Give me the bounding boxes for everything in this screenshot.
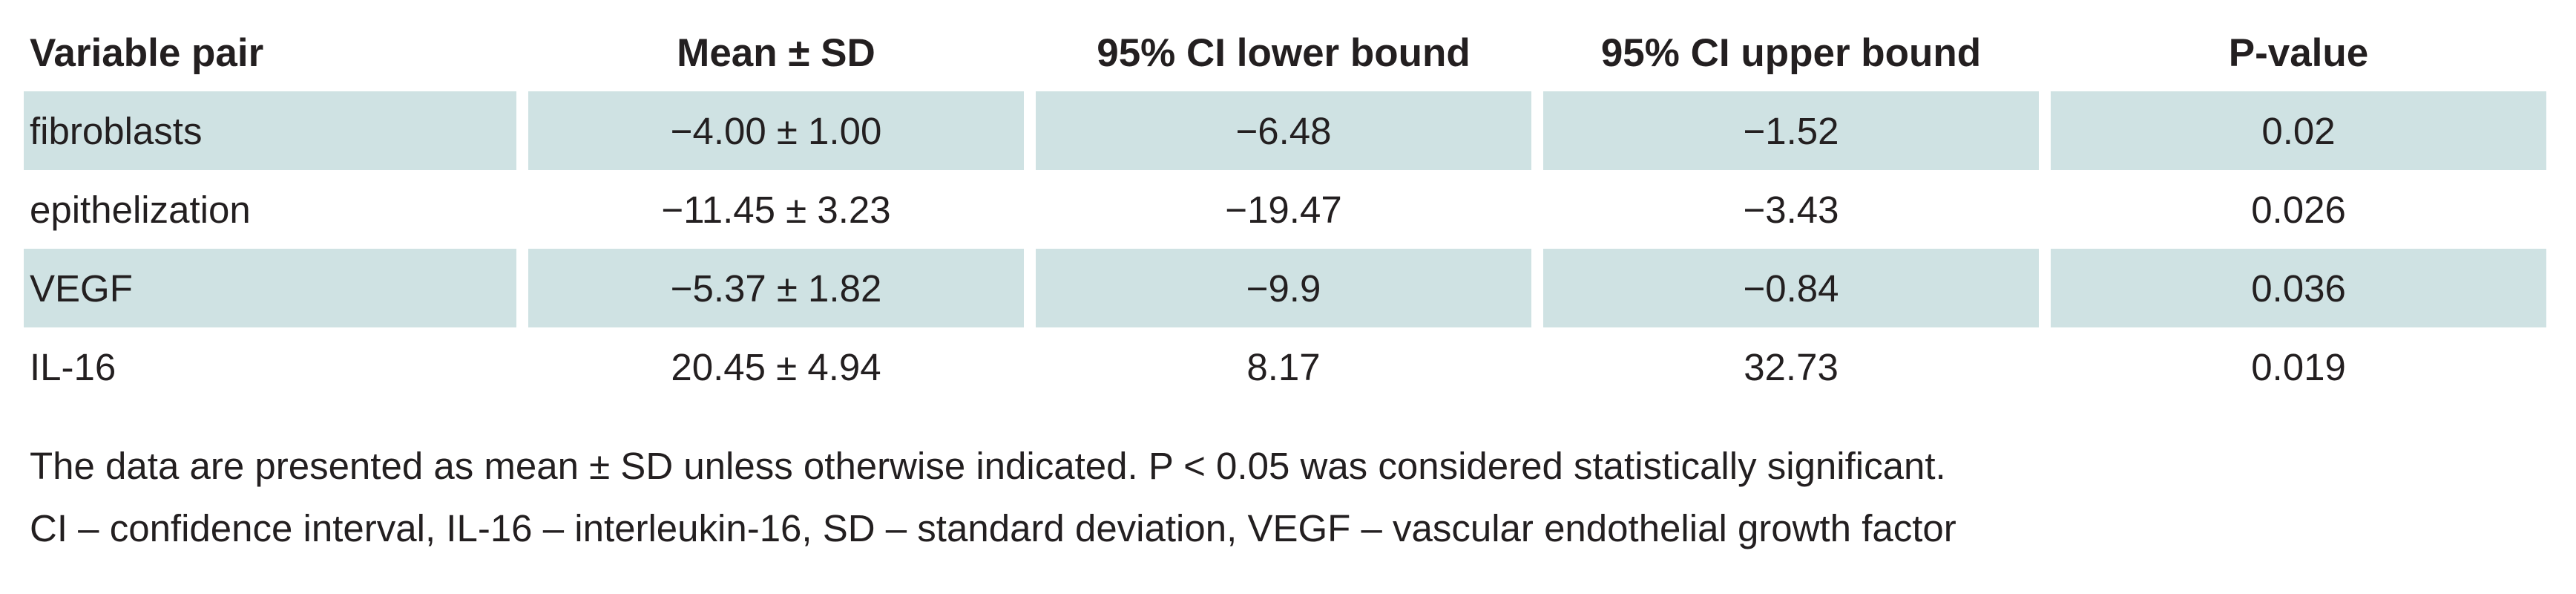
- cell-ci-lower: 8.17: [1246, 345, 1321, 388]
- cell-ci-lower: −19.47: [1225, 188, 1342, 231]
- cell-mean-sd: 20.45 ± 4.94: [671, 345, 881, 388]
- cell-ci-upper: 32.73: [1744, 345, 1839, 388]
- cell-mean-sd: −4.00 ± 1.00: [528, 91, 1024, 170]
- cell-p-value: 0.019: [2251, 345, 2346, 388]
- cell-mean-sd: −11.45 ± 3.23: [661, 188, 891, 231]
- table-header-row: Variable pair Mean ± SD 95% CI lower bou…: [24, 15, 2546, 91]
- cell-mean-sd: −5.37 ± 1.82: [528, 249, 1024, 327]
- header-ci-upper: 95% CI upper bound: [1600, 31, 1982, 75]
- header-p-value: P-value: [2228, 31, 2369, 75]
- cell-ci-upper: −1.52: [1543, 91, 2039, 170]
- cell-p-value: 0.02: [2051, 91, 2546, 170]
- cell-variable-pair: IL-16: [30, 345, 116, 388]
- cell-ci-upper: −3.43: [1743, 188, 1839, 231]
- cell-variable-pair: fibroblasts: [24, 91, 516, 170]
- results-table: Variable pair Mean ± SD 95% CI lower bou…: [12, 15, 2558, 406]
- footnote-significance: The data are presented as mean ± SD unle…: [30, 445, 1946, 487]
- cell-ci-upper: −0.84: [1543, 249, 2039, 327]
- table-row: epithelization −11.45 ± 3.23 −19.47 −3.4…: [24, 170, 2546, 249]
- table-footnotes: The data are presented as mean ± SD unle…: [30, 435, 2552, 560]
- header-mean-sd: Mean ± SD: [677, 31, 875, 75]
- cell-p-value: 0.036: [2051, 249, 2546, 327]
- header-variable-pair: Variable pair: [30, 31, 264, 75]
- cell-ci-lower: −6.48: [1036, 91, 1531, 170]
- header-ci-lower: 95% CI lower bound: [1097, 31, 1471, 75]
- cell-p-value: 0.026: [2251, 188, 2346, 231]
- cell-ci-lower: −9.9: [1036, 249, 1531, 327]
- table-row: fibroblasts −4.00 ± 1.00 −6.48 −1.52 0.0…: [24, 91, 2546, 170]
- cell-variable-pair: epithelization: [30, 188, 251, 231]
- footnote-abbreviations: CI – confidence interval, IL-16 – interl…: [30, 507, 1956, 549]
- table-row: VEGF −5.37 ± 1.82 −9.9 −0.84 0.036: [24, 249, 2546, 327]
- table-row: IL-16 20.45 ± 4.94 8.17 32.73 0.019: [24, 327, 2546, 406]
- cell-variable-pair: VEGF: [24, 249, 516, 327]
